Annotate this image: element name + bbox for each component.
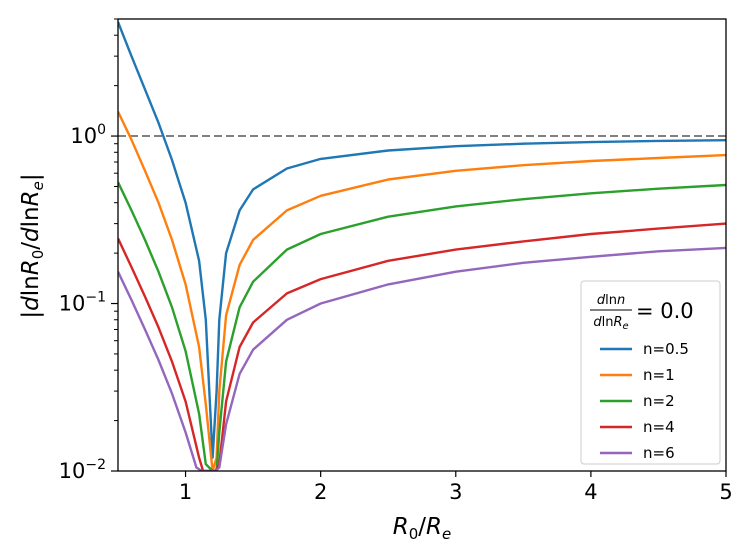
legend-label-n=2: n=2 xyxy=(643,392,675,410)
legend-entries: n=0.5 n=1 n=2 n=4 n=6 xyxy=(600,340,689,462)
series-line-n=2 xyxy=(118,181,726,471)
legend-box xyxy=(580,280,721,465)
legend-label-n=0.5: n=0.5 xyxy=(643,340,689,358)
x-tick-label: 2 xyxy=(314,480,327,504)
series-line-n=6 xyxy=(118,246,726,471)
x-ticks: 1 2 3 4 5 xyxy=(179,471,733,504)
x-tick-label: 1 xyxy=(179,480,192,504)
legend-title-denominator: dlnRe xyxy=(593,315,628,332)
plot-frame xyxy=(117,18,727,472)
y-axis-label: |dlnR0/dlnRe| xyxy=(18,173,47,318)
x-axis-label: R0/Re xyxy=(393,514,452,543)
legend-label-n=4: n=4 xyxy=(643,418,675,436)
legend-label-n=1: n=1 xyxy=(643,366,675,384)
legend-title-value: = 0.0 xyxy=(636,299,694,323)
series-line-n=4 xyxy=(118,222,726,471)
y-ticks: 100 10−1 10−2 xyxy=(59,18,118,483)
series-line-n=1 xyxy=(118,111,726,471)
series-line-n=0.5 xyxy=(118,21,726,459)
y-tick-label: 10−2 xyxy=(59,457,106,483)
legend-label-n=6: n=6 xyxy=(643,444,675,462)
y-tick-label: 10−1 xyxy=(59,290,106,316)
x-tick-label: 3 xyxy=(449,480,462,504)
legend: dlnn dlnRe = 0.0 n=0.5 n=1 n=2 n=4 n=6 xyxy=(580,280,721,465)
series-layer xyxy=(118,21,726,471)
x-tick-label: 5 xyxy=(719,480,732,504)
legend-title-numerator: dlnn xyxy=(597,293,625,308)
x-tick-label: 4 xyxy=(584,480,597,504)
y-tick-label: 100 xyxy=(70,122,106,148)
